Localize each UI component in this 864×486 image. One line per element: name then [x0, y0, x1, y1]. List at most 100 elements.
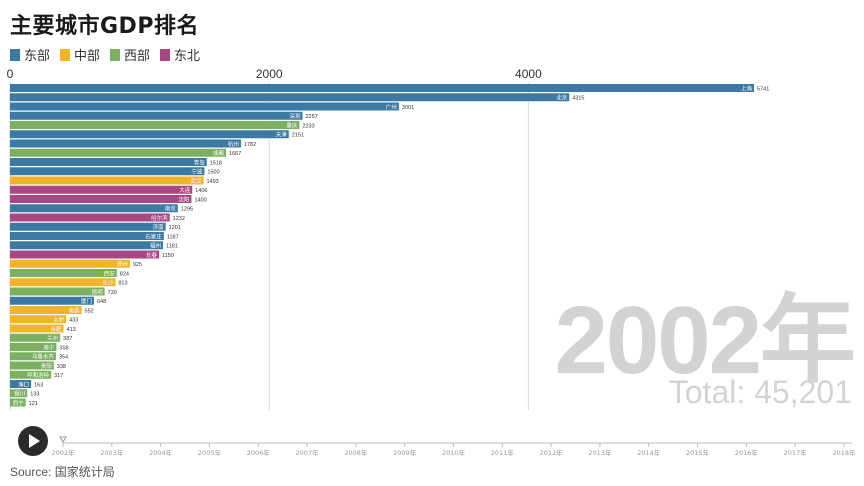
bar-value-label: 1181: [166, 244, 178, 250]
bar: [10, 232, 164, 240]
bar-value-label: 2257: [306, 114, 318, 120]
bar-city-label: 广州: [386, 103, 397, 111]
bar: [10, 259, 130, 268]
bar: [10, 250, 160, 259]
bar-value-label: 552: [85, 308, 94, 314]
bar-city-label: 上海: [741, 84, 753, 92]
bar-value-label: 1406: [195, 188, 207, 194]
bar-value-label: 317: [54, 373, 63, 379]
timeline-year-label: 2010年: [442, 448, 466, 457]
bar-city-label: 天津: [276, 132, 288, 139]
legend-item-west[interactable]: 西部: [110, 45, 150, 64]
timeline-year-label: 2009年: [393, 448, 417, 457]
bar: [10, 324, 64, 333]
bar-city-label: 哈尔滨: [151, 214, 168, 222]
bar-value-label: 387: [63, 336, 72, 342]
bar-city-label: 厦门: [81, 297, 92, 305]
bar: [10, 204, 178, 213]
bar-value-label: 413: [67, 327, 76, 333]
bar: [10, 195, 192, 203]
play-button[interactable]: [18, 426, 48, 456]
timeline-year-label: 2005年: [198, 448, 222, 457]
bar-value-label: 1493: [206, 179, 218, 185]
timeline-year-label: 2004年: [149, 448, 173, 457]
legend-item-northeast[interactable]: 东北: [160, 45, 200, 64]
bar-value-label: 5741: [757, 86, 769, 92]
bar-value-label: 4315: [572, 96, 584, 102]
bar-value-label: 3001: [402, 105, 414, 111]
bar-value-label: 338: [57, 364, 66, 370]
bar-city-label: 青岛: [194, 158, 206, 166]
bar-city-label: 北京: [556, 94, 568, 102]
bar: [10, 222, 166, 231]
bar-value-label: 133: [30, 392, 39, 398]
source-label: Source: 国家统计局: [10, 465, 115, 479]
bar-city-label: 太原: [53, 316, 65, 324]
timeline-handle[interactable]: [59, 436, 67, 443]
x-tick-label: 0: [7, 67, 14, 81]
bar: [10, 361, 54, 370]
timeline-year-label: 2013年: [588, 448, 612, 457]
bar-value-label: 1150: [162, 253, 174, 259]
x-tick-label: 2000: [256, 67, 283, 81]
bar: [10, 167, 205, 176]
bar-value-label: 1187: [167, 234, 179, 240]
bar: [10, 333, 61, 342]
bar: [10, 352, 56, 361]
bar: [10, 121, 300, 129]
bar: [10, 93, 570, 102]
legend-swatch-northeast: [160, 48, 171, 61]
bar-city-label: 西安: [104, 269, 116, 277]
legend-label-east: 东部: [24, 48, 51, 63]
bar: [10, 398, 26, 407]
legend-label-central: 中部: [74, 48, 101, 63]
chart-title: 主要城市GDP排名: [10, 14, 199, 39]
legend-item-east[interactable]: 东部: [10, 45, 50, 64]
bar-city-label: 合肥: [51, 325, 63, 333]
bar-value-label: 121: [29, 401, 38, 407]
timeline-year-label: 2012年: [540, 448, 564, 457]
bar-value-label: 813: [118, 281, 127, 287]
bar-city-label: 南昌: [69, 306, 80, 314]
legend-label-northeast: 东北: [174, 48, 201, 63]
legend-label-west: 西部: [124, 48, 151, 63]
bar-value-label: 163: [34, 382, 43, 388]
timeline-year-label: 2006年: [247, 448, 271, 457]
timeline-year-label: 2017年: [784, 448, 808, 457]
bar-city-label: 贵阳: [41, 362, 52, 370]
bar: [10, 389, 28, 398]
timeline-year-label: 2015年: [686, 448, 710, 457]
legend-item-central[interactable]: 中部: [60, 45, 100, 64]
bar-value-label: 1295: [181, 207, 193, 213]
bar-value-label: 1500: [207, 170, 219, 176]
bar: [10, 370, 52, 379]
total-label: Total: 45,201: [668, 374, 852, 410]
bar-value-label: 2233: [302, 123, 314, 129]
bar: [10, 278, 116, 287]
bar: [10, 102, 399, 111]
timeline-year-label: 2014年: [637, 448, 661, 457]
bar-value-label: 2151: [292, 133, 304, 139]
bar-city-label: 石家庄: [145, 232, 162, 240]
bar-city-label: 杭州: [228, 140, 239, 148]
bar: [10, 287, 105, 296]
timeline-year-label: 2018年: [832, 448, 856, 457]
timeline-year-label: 2011年: [491, 448, 515, 457]
timeline-year-label: 2008年: [344, 448, 368, 457]
bar-city-label: 重庆: [286, 121, 298, 129]
bar-value-label: 1667: [229, 151, 241, 157]
current-year-label: 2002年: [554, 287, 856, 394]
bar-value-label: 1518: [210, 160, 222, 166]
bar-value-label: 358: [59, 345, 68, 351]
bar-city-label: 南京: [165, 205, 177, 213]
bar-city-label: 昆明: [92, 289, 104, 296]
bar: [10, 269, 117, 277]
timeline-year-label: 2003年: [100, 448, 124, 457]
bar: [10, 296, 94, 305]
legend-swatch-east: [10, 48, 20, 61]
bar-value-label: 730: [108, 290, 117, 296]
bar: [10, 158, 207, 166]
timeline-year-label: 2007年: [296, 448, 320, 457]
bar: [10, 148, 227, 157]
bar-city-label: 宁波: [191, 168, 203, 176]
